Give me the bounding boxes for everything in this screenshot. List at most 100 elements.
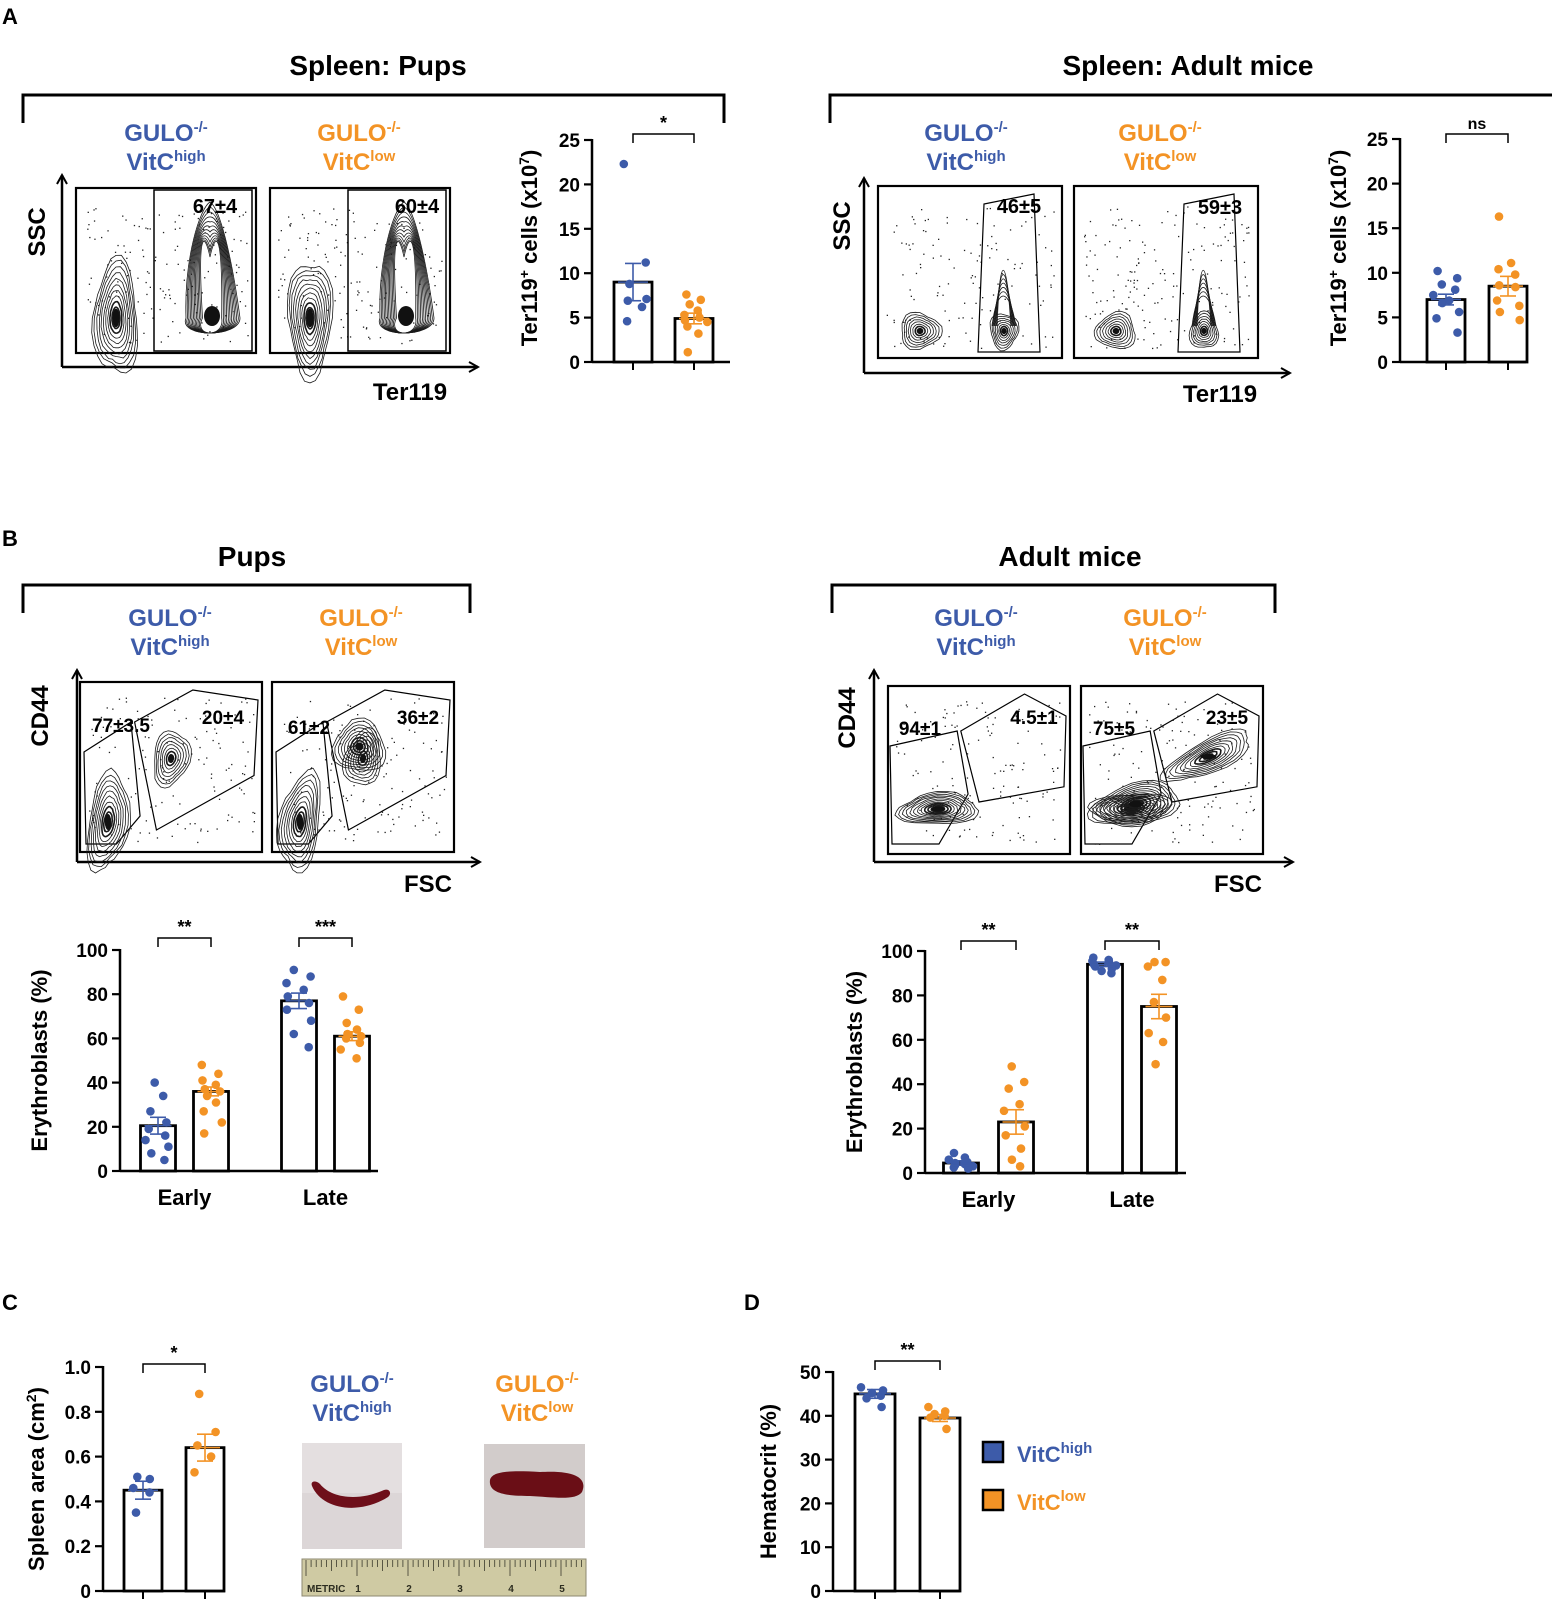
event-dot — [435, 324, 437, 326]
event-dot — [1012, 802, 1014, 804]
contour-line — [901, 311, 943, 350]
contour-line — [340, 727, 378, 764]
event-dot — [313, 260, 315, 262]
event-dot — [1053, 781, 1055, 783]
event-dot — [209, 248, 211, 250]
event-dot — [118, 823, 120, 826]
axis-ssc-a-pups: SSC — [24, 207, 51, 256]
event-dot — [976, 222, 979, 225]
data-point — [197, 1060, 207, 1070]
event-dot — [243, 793, 245, 795]
event-dot — [1224, 236, 1226, 238]
event-dot — [235, 271, 238, 274]
svg-text:VitClow: VitClow — [1129, 633, 1202, 661]
event-dot — [174, 221, 176, 223]
y-axis-label: Hematocrit (%) — [756, 1404, 781, 1559]
data-point — [867, 1388, 877, 1398]
event-dot — [440, 270, 442, 272]
event-dot — [427, 793, 430, 795]
event-dot — [222, 212, 224, 214]
event-dot — [240, 789, 243, 791]
event-dot — [396, 222, 399, 225]
svg-text:GULO-/-: GULO-/- — [317, 119, 401, 147]
event-dot — [414, 702, 416, 704]
event-dot — [182, 743, 184, 745]
event-dot — [370, 755, 372, 757]
event-dot — [96, 782, 98, 785]
contour-core — [360, 754, 366, 763]
event-dot — [334, 763, 337, 765]
event-dot — [142, 749, 144, 752]
event-dot — [1118, 753, 1120, 755]
event-dot — [1155, 771, 1157, 773]
event-dot — [1023, 839, 1025, 841]
y-axis-label: Erythroblasts (%) — [27, 969, 52, 1151]
contour-line — [288, 270, 331, 377]
bar — [192, 1090, 230, 1173]
flow-pct-b-adult-low-early: 75±5 — [1093, 719, 1136, 740]
event-dot — [951, 777, 953, 780]
event-dot — [1015, 715, 1017, 717]
event-dot — [241, 701, 243, 703]
event-dot — [402, 747, 405, 750]
gate-late — [960, 693, 1067, 803]
event-dot — [87, 228, 89, 230]
event-dot — [433, 713, 435, 715]
event-dot — [1232, 825, 1234, 827]
event-dot — [966, 701, 968, 703]
event-dot — [424, 785, 426, 787]
event-dot — [354, 729, 356, 731]
event-dot — [1141, 309, 1144, 311]
event-dot — [1211, 301, 1214, 304]
event-dot — [327, 261, 329, 263]
contour-line — [275, 767, 321, 874]
panel-letter-b: B — [2, 526, 18, 551]
event-dot — [1138, 224, 1141, 226]
event-dot — [1094, 843, 1097, 845]
event-dot — [337, 734, 339, 736]
event-dot — [1110, 209, 1112, 211]
event-dot — [383, 297, 386, 299]
data-point — [1161, 957, 1170, 967]
event-dot — [978, 255, 981, 257]
event-dot — [310, 268, 312, 270]
contour-line — [920, 801, 955, 816]
contour-core — [355, 742, 364, 751]
y-tick-label: 80 — [87, 985, 108, 1006]
data-point — [133, 1472, 142, 1482]
event-dot — [138, 225, 140, 228]
contour-line — [334, 720, 384, 768]
event-dot — [302, 295, 305, 297]
event-dot — [112, 708, 114, 710]
event-dot — [909, 319, 911, 321]
significance-label: ** — [900, 1340, 914, 1360]
event-dot — [379, 337, 382, 339]
event-dot — [1042, 793, 1044, 795]
event-dot — [1140, 751, 1143, 753]
contour-line — [1109, 325, 1122, 337]
event-dot — [114, 251, 117, 253]
event-dot — [1180, 824, 1183, 827]
event-dot — [244, 765, 247, 767]
data-point — [282, 978, 291, 988]
event-dot — [414, 731, 416, 733]
data-point — [1016, 1144, 1026, 1153]
event-dot — [323, 823, 325, 825]
event-dot — [1086, 256, 1088, 258]
event-dot — [1049, 720, 1052, 722]
event-dot — [976, 707, 978, 709]
contour-core — [204, 306, 220, 326]
event-dot — [1183, 768, 1185, 771]
event-dot — [1122, 785, 1124, 787]
ylabel-a-adult: Ter119+ cells (x107) — [1325, 150, 1351, 347]
contour-line — [914, 325, 926, 337]
contour-line — [1192, 315, 1216, 344]
event-dot — [997, 798, 999, 800]
gate — [153, 189, 253, 352]
event-dot — [190, 273, 193, 275]
event-dot — [338, 819, 341, 821]
event-dot — [156, 837, 159, 839]
chart-c-spleen-area: 0 0.2 0.4 0.6 0.8 1.0 Spleen area (cm2) * — [23, 1343, 226, 1603]
event-dot — [1222, 781, 1224, 783]
event-dot — [239, 787, 241, 789]
